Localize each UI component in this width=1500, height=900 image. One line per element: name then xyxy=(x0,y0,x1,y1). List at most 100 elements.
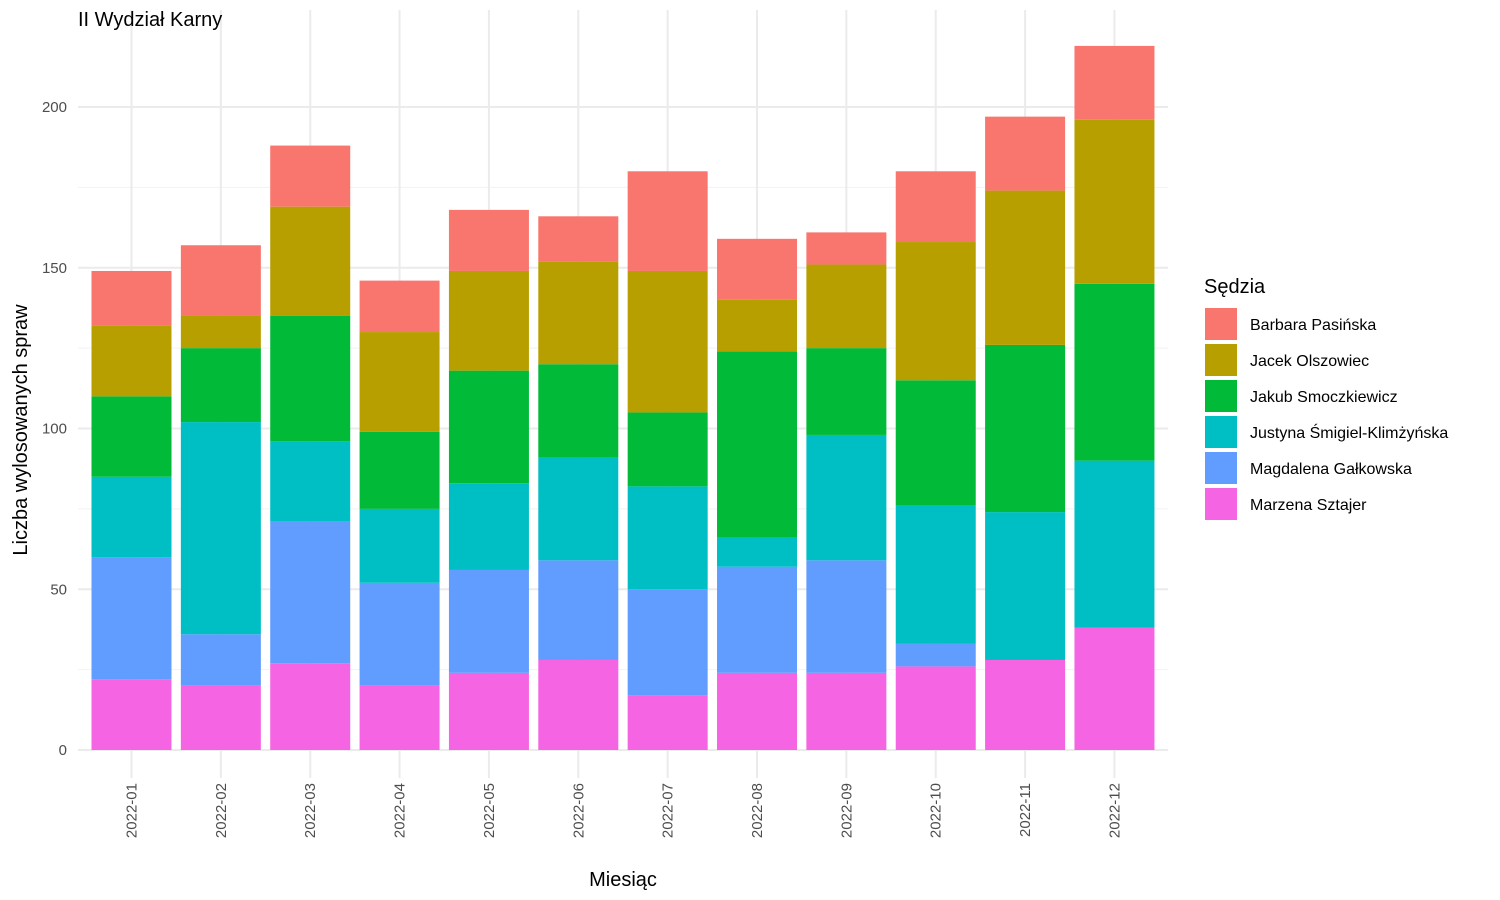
bar-segment xyxy=(985,344,1066,513)
bar-segment xyxy=(627,589,708,696)
bars xyxy=(91,45,1155,750)
bar-segment xyxy=(985,116,1066,191)
bar-segment xyxy=(538,457,619,561)
x-tick-label: 2022-02 xyxy=(213,783,230,838)
chart-title: II Wydział Karny xyxy=(78,9,222,31)
x-tick-label: 2022-12 xyxy=(1106,783,1123,838)
bar-segment xyxy=(91,476,172,558)
x-axis-ticks: 2022-01 2022-02 2022-03 2022-04 2022-05 2022-… xyxy=(124,783,1124,838)
x-tick-label: 2022-10 xyxy=(928,783,945,838)
bar-segment xyxy=(270,521,351,664)
bar-segment xyxy=(180,685,261,750)
legend-label: Jakub Smoczkiewicz xyxy=(1250,389,1398,406)
bar-segment xyxy=(91,325,172,397)
bar-segment xyxy=(448,270,529,371)
legend-label: Magdalena Gałkowska xyxy=(1250,461,1412,478)
bar-segment xyxy=(448,569,529,673)
bar-segment xyxy=(359,508,440,583)
bar-segment xyxy=(717,351,798,538)
y-tick-label: 200 xyxy=(42,99,67,116)
bar-segment xyxy=(717,238,798,300)
bar-segment xyxy=(806,232,887,265)
bar-segment xyxy=(985,190,1066,345)
legend-label: Barbara Pasińska xyxy=(1250,317,1376,334)
bar-segment xyxy=(180,422,261,635)
bar-segment xyxy=(180,348,261,423)
bar-segment xyxy=(359,582,440,686)
x-tick-label: 2022-09 xyxy=(838,783,855,838)
x-tick-label: 2022-06 xyxy=(570,783,587,838)
bar-segment xyxy=(538,659,619,750)
bar-segment xyxy=(448,209,529,271)
bar-segment xyxy=(895,380,976,506)
bar-segment xyxy=(538,261,619,365)
bar-segment xyxy=(627,486,708,590)
bar-segment xyxy=(1074,460,1155,628)
bar-segment xyxy=(270,206,351,316)
bar-segment xyxy=(627,171,708,271)
bar-segment xyxy=(985,512,1066,660)
bar-segment xyxy=(1074,627,1155,750)
x-tick-label: 2022-11 xyxy=(1017,783,1034,837)
legend-key xyxy=(1205,416,1237,448)
bar-segment xyxy=(180,634,261,686)
bar-segment xyxy=(806,348,887,435)
legend-key xyxy=(1205,344,1237,376)
x-tick-label: 2022-03 xyxy=(302,783,319,838)
bar-segment xyxy=(806,264,887,349)
x-tick-label: 2022-07 xyxy=(660,783,677,838)
bar-segment xyxy=(895,666,976,750)
legend: Barbara Pasińska Jacek Olszowiec Jakub Smo… xyxy=(1205,308,1448,520)
bar-segment xyxy=(359,332,440,432)
y-tick-label: 50 xyxy=(50,581,67,598)
y-tick-label: 150 xyxy=(42,260,67,277)
bar-segment xyxy=(270,145,351,207)
bar-segment xyxy=(359,685,440,750)
bar-segment xyxy=(806,672,887,750)
bar-segment xyxy=(91,270,172,326)
x-tick-label: 2022-04 xyxy=(392,783,409,838)
bar-segment xyxy=(270,663,351,750)
y-axis-title: Liczba wylosowanych spraw xyxy=(10,304,32,556)
bar-segment xyxy=(895,505,976,644)
legend-label: Marzena Sztajer xyxy=(1250,497,1367,514)
legend-label: Jacek Olszowiec xyxy=(1250,353,1369,370)
bar-segment xyxy=(270,315,351,442)
bar-segment xyxy=(806,560,887,673)
bar-segment xyxy=(895,171,976,243)
y-tick-label: 100 xyxy=(42,421,67,438)
bar-segment xyxy=(91,679,172,750)
bar-segment xyxy=(627,412,708,487)
bar-segment xyxy=(91,557,172,680)
legend-key xyxy=(1205,308,1237,340)
legend-key xyxy=(1205,488,1237,520)
bar-segment xyxy=(448,483,529,570)
bar-segment xyxy=(806,434,887,561)
bar-segment xyxy=(895,242,976,381)
y-tick-label: 0 xyxy=(59,742,67,759)
legend-key xyxy=(1205,452,1237,484)
bar-segment xyxy=(717,537,798,567)
bar-segment xyxy=(180,315,261,349)
bar-segment xyxy=(985,659,1066,750)
bar-segment xyxy=(627,270,708,413)
bar-segment xyxy=(717,672,798,750)
legend-key xyxy=(1205,380,1237,412)
bar-segment xyxy=(1074,283,1155,461)
bar-segment xyxy=(538,216,619,262)
bar-segment xyxy=(895,643,976,667)
bar-segment xyxy=(717,299,798,352)
bar-segment xyxy=(359,280,440,333)
legend-label: Justyna Śmigiel-Klimżyńska xyxy=(1250,423,1448,442)
x-tick-label: 2022-01 xyxy=(124,783,141,838)
bar-segment xyxy=(1074,45,1155,120)
bar-segment xyxy=(180,245,261,316)
bar-segment xyxy=(270,441,351,522)
bar-segment xyxy=(538,560,619,660)
bar-segment xyxy=(359,431,440,509)
x-tick-label: 2022-05 xyxy=(481,783,498,838)
legend-title: Sędzia xyxy=(1204,276,1266,298)
bar-segment xyxy=(448,672,529,750)
x-axis-title: Miesiąc xyxy=(589,869,657,891)
